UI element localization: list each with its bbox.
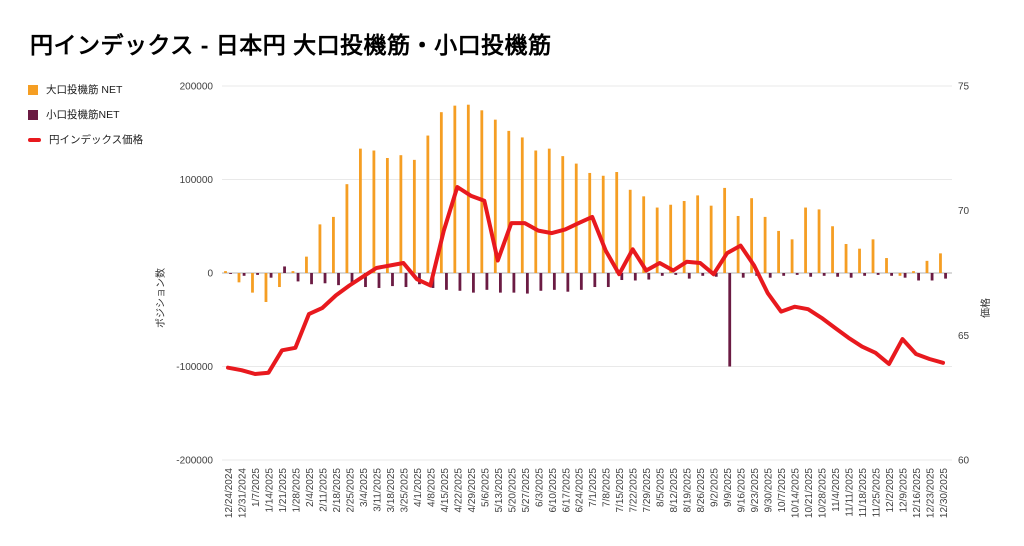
svg-text:11/11/2025: 11/11/2025 <box>845 468 856 517</box>
x-axis-tick-labels: 12/24/2024 12/31/2024 1/7/2025 1/14/2025 1/2… <box>224 468 950 518</box>
svg-text:12/24/2024: 12/24/2024 <box>224 468 235 518</box>
svg-text:10/7/2025: 10/7/2025 <box>777 468 788 513</box>
svg-text:5/13/2025: 5/13/2025 <box>494 468 505 513</box>
svg-text:12/2/2025: 12/2/2025 <box>885 468 896 513</box>
svg-text:-200000: -200000 <box>176 456 213 467</box>
svg-text:1/7/2025: 1/7/2025 <box>251 468 262 507</box>
svg-text:6/10/2025: 6/10/2025 <box>548 468 559 513</box>
svg-text:8/26/2025: 8/26/2025 <box>696 468 707 513</box>
svg-text:1/14/2025: 1/14/2025 <box>264 468 275 513</box>
svg-text:4/22/2025: 4/22/2025 <box>453 468 464 513</box>
svg-text:10/28/2025: 10/28/2025 <box>818 468 829 518</box>
svg-text:7/8/2025: 7/8/2025 <box>602 468 613 507</box>
svg-text:65: 65 <box>958 331 970 342</box>
bars-small-speculators <box>229 266 947 367</box>
svg-text:3/18/2025: 3/18/2025 <box>386 468 397 513</box>
svg-text:2/25/2025: 2/25/2025 <box>345 468 356 513</box>
svg-text:12/9/2025: 12/9/2025 <box>899 468 910 513</box>
svg-text:6/17/2025: 6/17/2025 <box>561 468 572 513</box>
legend-label-large-spec: 大口投機筋 NET <box>46 84 123 96</box>
svg-text:1/28/2025: 1/28/2025 <box>291 468 302 513</box>
svg-text:5/6/2025: 5/6/2025 <box>480 468 491 507</box>
legend-item-small-spec: 小口投機筋NET <box>28 102 143 127</box>
svg-text:11/18/2025: 11/18/2025 <box>858 468 869 518</box>
svg-text:11/25/2025: 11/25/2025 <box>872 468 883 518</box>
svg-text:9/23/2025: 9/23/2025 <box>750 468 761 513</box>
legend-item-large-spec: 大口投機筋 NET <box>28 77 143 102</box>
y-axis-left-tick-labels: 200000 100000 0 -100000 -200000 <box>176 82 213 467</box>
svg-text:2/18/2025: 2/18/2025 <box>332 468 343 513</box>
legend-label-price: 円インデックス価格 <box>49 134 144 146</box>
svg-text:9/2/2025: 9/2/2025 <box>710 468 721 507</box>
svg-text:5/20/2025: 5/20/2025 <box>507 468 518 513</box>
svg-text:4/8/2025: 4/8/2025 <box>426 468 437 507</box>
axis-titles: ポジション数価格 <box>154 268 992 328</box>
svg-text:12/31/2024: 12/31/2024 <box>237 468 248 518</box>
svg-text:8/19/2025: 8/19/2025 <box>683 468 694 513</box>
svg-text:9/9/2025: 9/9/2025 <box>723 468 734 507</box>
svg-text:12/23/2025: 12/23/2025 <box>925 468 936 518</box>
bars-large-speculators <box>224 104 942 302</box>
svg-text:3/11/2025: 3/11/2025 <box>372 468 383 512</box>
svg-text:3/4/2025: 3/4/2025 <box>359 468 370 507</box>
svg-text:4/1/2025: 4/1/2025 <box>413 468 424 507</box>
svg-text:60: 60 <box>958 456 970 467</box>
svg-text:5/27/2025: 5/27/2025 <box>521 468 532 513</box>
gridlines <box>222 85 952 461</box>
svg-text:-100000: -100000 <box>176 362 213 373</box>
legend-item-price: 円インデックス価格 <box>28 127 143 152</box>
svg-text:9/16/2025: 9/16/2025 <box>737 468 748 513</box>
page-title: 円インデックス - 日本円 大口投機筋・小口投機筋 <box>30 32 552 58</box>
svg-text:12/16/2025: 12/16/2025 <box>912 468 923 518</box>
svg-text:4/29/2025: 4/29/2025 <box>467 468 478 513</box>
y-axis-right-tick-labels: 75 70 65 60 <box>958 82 970 467</box>
y-axis-right-title: 価格 <box>979 298 992 318</box>
svg-text:70: 70 <box>958 206 970 217</box>
svg-text:8/5/2025: 8/5/2025 <box>656 468 667 507</box>
svg-text:2/11/2025: 2/11/2025 <box>318 468 329 512</box>
legend: 大口投機筋 NET 小口投機筋NET 円インデックス価格 <box>28 77 143 152</box>
svg-text:100000: 100000 <box>180 175 214 186</box>
svg-text:3/25/2025: 3/25/2025 <box>399 468 410 513</box>
svg-text:9/30/2025: 9/30/2025 <box>764 468 775 513</box>
svg-text:7/29/2025: 7/29/2025 <box>642 468 653 513</box>
price-line-swatch-icon <box>28 137 41 142</box>
svg-text:0: 0 <box>207 269 213 280</box>
svg-text:7/1/2025: 7/1/2025 <box>588 468 599 507</box>
svg-text:10/14/2025: 10/14/2025 <box>791 468 802 518</box>
svg-text:12/30/2025: 12/30/2025 <box>939 468 950 518</box>
svg-text:6/3/2025: 6/3/2025 <box>534 468 545 507</box>
legend-label-small-spec: 小口投機筋NET <box>46 109 120 121</box>
svg-text:11/4/2025: 11/4/2025 <box>831 468 842 512</box>
large-spec-swatch-icon <box>28 84 38 95</box>
svg-text:200000: 200000 <box>180 82 214 93</box>
price-line <box>226 185 945 376</box>
svg-text:2/4/2025: 2/4/2025 <box>305 468 316 507</box>
y-axis-left-title: ポジション数 <box>154 268 167 328</box>
small-spec-swatch-icon <box>28 109 38 120</box>
svg-text:1/21/2025: 1/21/2025 <box>278 468 289 513</box>
svg-text:8/12/2025: 8/12/2025 <box>669 468 680 513</box>
svg-text:7/22/2025: 7/22/2025 <box>629 468 640 513</box>
svg-text:4/15/2025: 4/15/2025 <box>440 468 451 513</box>
svg-text:75: 75 <box>958 82 970 93</box>
svg-text:6/24/2025: 6/24/2025 <box>575 468 586 513</box>
svg-text:7/15/2025: 7/15/2025 <box>615 468 626 513</box>
svg-text:10/21/2025: 10/21/2025 <box>804 468 815 518</box>
